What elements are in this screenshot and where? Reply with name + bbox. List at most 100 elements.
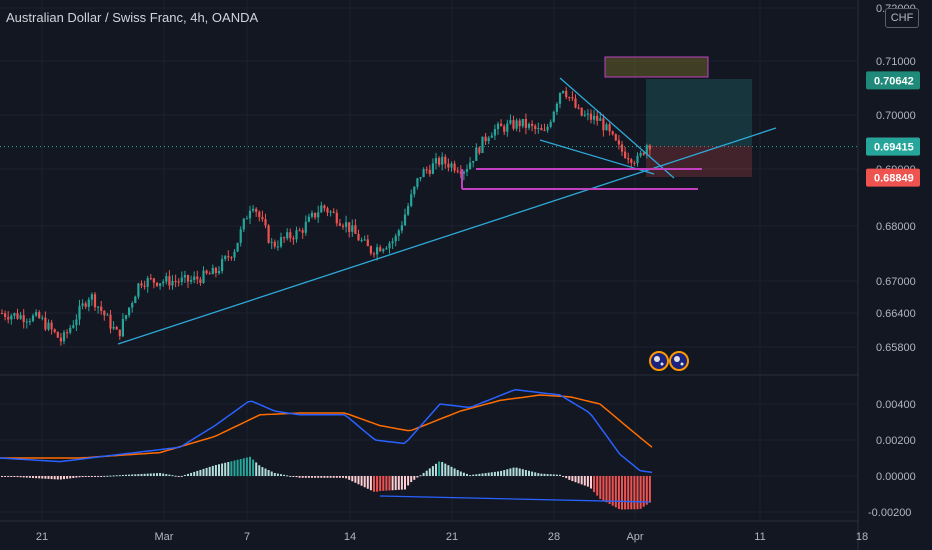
candle-body	[462, 171, 465, 174]
macd-histogram-bar	[472, 474, 475, 476]
candle-body	[568, 97, 571, 99]
candle-body	[211, 267, 214, 275]
macd-histogram-bar	[633, 476, 636, 510]
candle-body	[335, 212, 338, 224]
macd-histogram-bar	[568, 476, 571, 480]
candle-body	[447, 163, 450, 168]
candle-body	[589, 113, 593, 120]
candle-body	[565, 90, 568, 98]
macd-histogram-bar	[512, 467, 515, 476]
candle-body	[295, 230, 298, 240]
macd-histogram-bar	[183, 474, 186, 476]
macd-histogram-bar	[425, 470, 428, 476]
candle-body	[558, 92, 562, 104]
candle-body	[239, 229, 242, 243]
macd-histogram-bar	[115, 475, 118, 477]
macd-histogram-bar	[413, 476, 416, 480]
macd-histogram-bar	[518, 468, 521, 476]
currency-badge[interactable]: CHF	[885, 8, 919, 28]
candle-body	[112, 326, 115, 329]
candle-body	[376, 247, 379, 255]
macd-histogram-bar	[342, 476, 344, 478]
macd-histogram-bar	[354, 476, 357, 483]
candle-body	[422, 169, 425, 178]
candle-body	[645, 145, 648, 155]
candle-body	[72, 325, 75, 328]
candle-body	[531, 123, 534, 126]
macd-histogram-bar	[617, 476, 620, 510]
candle-body	[283, 237, 286, 239]
candle-body	[292, 238, 295, 240]
macd-histogram-bar	[636, 476, 639, 510]
macd-histogram-bar	[7, 476, 10, 477]
macd-histogram-bar	[537, 473, 540, 476]
candle-body	[214, 267, 217, 273]
macd-histogram-bar	[118, 475, 121, 477]
candle-body	[419, 177, 422, 179]
price-axis[interactable]: 0.720000.710000.700000.690000.680000.670…	[859, 0, 932, 550]
macd-histogram-bar	[53, 476, 56, 480]
macd-histogram-bar	[44, 476, 47, 479]
macd-histogram-bar	[475, 474, 478, 476]
candle-body	[13, 313, 16, 316]
candle-body	[506, 123, 509, 132]
candle-body	[540, 128, 543, 131]
candle-body	[323, 205, 326, 209]
macd-histogram-bar	[447, 465, 450, 476]
macd-histogram-bar	[90, 476, 93, 477]
macd-histogram-bar	[69, 476, 72, 479]
macd-histogram-bar	[345, 476, 348, 479]
macd-tick-label: 0.00000	[876, 471, 916, 483]
candle-body	[602, 118, 605, 131]
candle-body	[500, 123, 503, 127]
price-tick-label: 0.68000	[876, 221, 916, 233]
macd-histogram-bar	[10, 476, 13, 477]
macd-histogram-bar	[100, 476, 103, 477]
date-tick-label: 7	[244, 531, 250, 543]
candle-body	[149, 278, 152, 280]
macd-histogram-bar	[81, 476, 84, 478]
macd-histogram-bar	[338, 476, 341, 478]
macd-histogram-bar	[410, 476, 413, 483]
macd-histogram-bar	[376, 476, 379, 492]
macd-histogram-bar	[627, 476, 630, 510]
macd-histogram-bar	[497, 471, 499, 476]
macd-histogram-bar	[38, 476, 41, 479]
candle-body	[100, 306, 103, 311]
macd-histogram-bar	[106, 475, 109, 477]
time-axis[interactable]: 21 Mar 7 14 21 28 Apr 11 18	[36, 531, 868, 543]
candle-body	[360, 239, 363, 241]
macd-histogram-bar	[267, 470, 270, 476]
candle-body	[484, 136, 487, 142]
macd-histogram-bar	[252, 459, 255, 476]
candle-body	[279, 237, 283, 247]
macd-histogram-bar	[317, 476, 320, 478]
trend-drawings[interactable]	[117, 77, 777, 345]
candle-body	[469, 162, 472, 170]
macd-histogram-bar	[196, 470, 199, 476]
event-markers[interactable]	[649, 351, 689, 371]
macd-histogram-bar	[202, 468, 205, 476]
macd-histogram-bar	[531, 471, 534, 476]
candle-body	[456, 170, 459, 172]
macd-histogram-bar	[360, 476, 363, 486]
date-tick-label: 28	[548, 531, 560, 543]
macd-histogram-bar	[484, 473, 487, 476]
candle-body	[431, 163, 434, 174]
macd-histogram-bar	[450, 466, 453, 476]
candle-body	[186, 275, 190, 282]
candle-body	[196, 276, 199, 280]
price-tick-label: 0.71000	[876, 56, 916, 68]
price-tag-label: 0.70642	[874, 75, 914, 87]
macd-histogram-bar	[435, 463, 437, 476]
macd-histogram-bar	[109, 475, 112, 477]
candle-body	[366, 239, 369, 247]
candle-body	[450, 163, 453, 168]
candle-body	[124, 315, 128, 319]
macd-histogram-bar	[50, 476, 53, 480]
candle-body	[134, 296, 137, 304]
macd-histogram-bar	[428, 468, 431, 476]
candle-body	[475, 147, 478, 161]
